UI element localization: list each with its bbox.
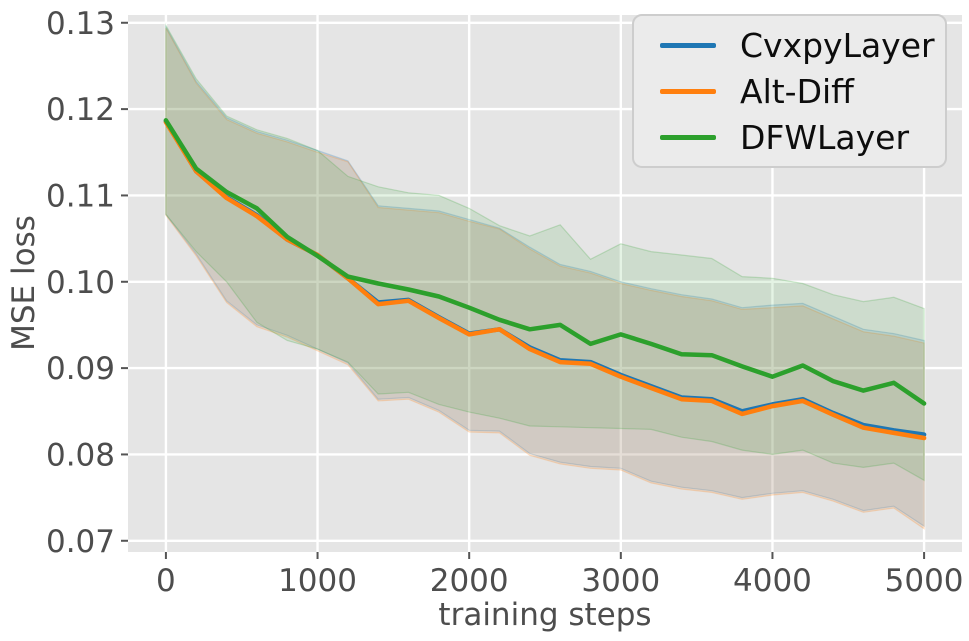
svg-text:1000: 1000 bbox=[278, 563, 357, 599]
svg-text:3000: 3000 bbox=[581, 563, 660, 599]
legend-item: DFWLayer bbox=[660, 121, 945, 154]
svg-text:0.07: 0.07 bbox=[46, 524, 115, 560]
legend-line-swatch-alt-diff bbox=[660, 88, 716, 94]
x-axis-label: training steps bbox=[438, 597, 652, 633]
legend-line-swatch-cvxpylayer bbox=[660, 42, 716, 48]
legend-item: CvxpyLayer bbox=[660, 29, 945, 62]
svg-text:4000: 4000 bbox=[733, 563, 812, 599]
y-axis-label: MSE loss bbox=[6, 215, 42, 351]
legend-item-label: Alt-Diff bbox=[740, 71, 854, 111]
svg-text:0.11: 0.11 bbox=[46, 178, 115, 214]
svg-text:0.13: 0.13 bbox=[46, 6, 115, 42]
svg-text:0.08: 0.08 bbox=[46, 437, 115, 473]
legend-item-label: CvxpyLayer bbox=[740, 25, 935, 65]
svg-text:5000: 5000 bbox=[885, 563, 964, 599]
svg-text:0.09: 0.09 bbox=[46, 351, 115, 387]
legend-item: Alt-Diff bbox=[660, 75, 945, 108]
legend: CvxpyLayer Alt-Diff DFWLayer bbox=[632, 14, 947, 168]
legend-item-label: DFWLayer bbox=[740, 117, 910, 157]
svg-text:0: 0 bbox=[156, 563, 176, 599]
svg-text:2000: 2000 bbox=[430, 563, 509, 599]
svg-text:0.12: 0.12 bbox=[46, 92, 115, 128]
svg-text:0.10: 0.10 bbox=[46, 265, 115, 301]
legend-line-swatch-dfwlayer bbox=[660, 134, 716, 140]
